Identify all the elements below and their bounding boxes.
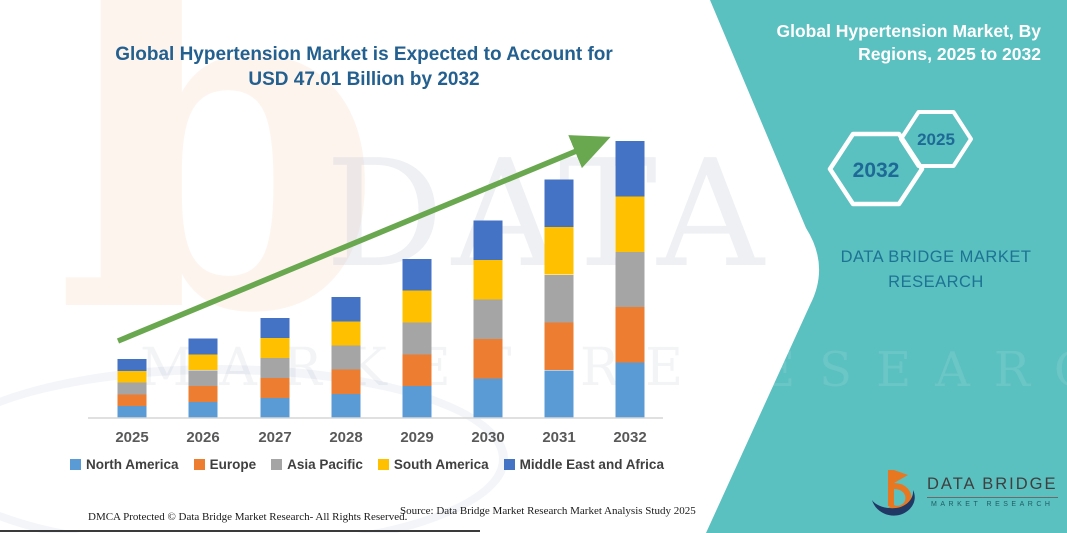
bar-segment-south-america-2026	[188, 354, 218, 371]
bar-segment-south-america-2032	[615, 196, 645, 252]
bar-segment-middle-east-and-africa-2031	[544, 179, 574, 227]
x-axis-label-2032: 2032	[613, 429, 646, 446]
legend-label: Asia Pacific	[287, 457, 363, 472]
x-axis-label-2029: 2029	[400, 429, 433, 446]
legend-label: North America	[86, 457, 179, 472]
legend-item-asia-pacific: Asia Pacific	[271, 457, 363, 472]
bar-segment-north-america-2026	[188, 402, 218, 418]
watermark-logo-letter: b	[55, 0, 384, 416]
bar-segment-asia-pacific-2029	[402, 322, 432, 355]
bar-segment-europe-2029	[402, 354, 432, 387]
legend-swatch	[70, 459, 82, 470]
bar-segment-middle-east-and-africa-2032	[615, 141, 645, 197]
hexagon-2025	[899, 110, 973, 168]
legend-label: South America	[393, 457, 489, 472]
bar-segment-europe-2028	[331, 369, 361, 394]
panel-brand-line1: DATA BRIDGE MARKET	[840, 248, 1032, 266]
bar-segment-europe-2030	[473, 339, 503, 379]
hexagon-2032-label: 2032	[853, 159, 900, 182]
hexagon-2025-label: 2025	[917, 130, 955, 149]
bar-segment-north-america-2029	[402, 386, 432, 418]
footer-divider-line	[0, 530, 480, 532]
legend-swatch	[377, 459, 389, 470]
brand-name: DATA BRIDGE	[927, 475, 1058, 498]
bar-segment-middle-east-and-africa-2025	[117, 359, 147, 371]
bar-segment-europe-2025	[117, 394, 147, 407]
legend-item-north-america: North America	[70, 457, 179, 472]
footer-copyright: DMCA Protected © Data Bridge Market Rese…	[88, 511, 408, 523]
bar-segment-asia-pacific-2028	[331, 345, 361, 370]
bar-segment-north-america-2025	[117, 406, 147, 418]
watermark-row-text-teal: RESEARCH	[700, 342, 1067, 398]
bar-segment-europe-2032	[615, 307, 645, 363]
legend-swatch	[271, 459, 283, 470]
bar-segment-south-america-2025	[117, 370, 147, 383]
bar-segment-middle-east-and-africa-2027	[260, 317, 290, 338]
panel-title: Global Hypertension Market, By Regions, …	[776, 21, 1041, 65]
x-axis-label-2031: 2031	[542, 429, 575, 446]
bar-segment-asia-pacific-2027	[260, 357, 290, 378]
x-axis-label-2030: 2030	[471, 429, 504, 446]
data-bridge-logo-icon	[872, 470, 915, 516]
stacked-bar-chart: 2025 2026 2027 2028 2029 2030 2031 2032	[88, 135, 663, 446]
bar-segment-asia-pacific-2032	[615, 251, 645, 308]
legend-swatch	[503, 459, 515, 470]
x-axis-label-2026: 2026	[186, 429, 219, 446]
x-axis-label-2028: 2028	[329, 429, 362, 446]
bar-segment-south-america-2029	[402, 290, 432, 323]
bar-segment-asia-pacific-2025	[117, 382, 147, 395]
bar-segment-asia-pacific-2026	[188, 370, 218, 387]
bar-segment-europe-2027	[260, 377, 290, 398]
bar-segment-north-america-2028	[331, 393, 361, 418]
bar-segment-europe-2026	[188, 386, 218, 403]
bar-segment-middle-east-and-africa-2028	[331, 297, 361, 322]
chart-legend: North America Europe Asia Pacific South Ame…	[58, 457, 676, 472]
legend-item-middle-east-and-africa: Middle East and Africa	[503, 457, 664, 472]
chart-title: Global Hypertension Market is Expected t…	[115, 44, 613, 91]
bar-segment-asia-pacific-2030	[473, 299, 503, 339]
hexagon-2032	[827, 131, 925, 207]
bar-segment-middle-east-and-africa-2030	[473, 220, 503, 261]
bar-segment-middle-east-and-africa-2029	[402, 258, 432, 291]
brand-text: DATA BRIDGE MARKET RESEARCH	[927, 466, 1058, 508]
brand-lockup: DATA BRIDGE MARKET RESEARCH	[868, 466, 1058, 518]
bar-segment-north-america-2027	[260, 398, 290, 418]
bar-segment-south-america-2031	[544, 227, 574, 275]
bar-segment-north-america-2030	[473, 378, 503, 418]
bar-series-group	[117, 141, 645, 418]
x-axis-labels: 2025 2026 2027 2028 2029 2030 2031 2032	[115, 429, 646, 446]
footer-source: Source: Data Bridge Market Research Mark…	[400, 505, 696, 517]
bar-segment-asia-pacific-2031	[544, 274, 574, 323]
bar-segment-north-america-2032	[615, 362, 645, 418]
watermark-swoosh-arc	[0, 365, 508, 533]
bar-segment-south-america-2030	[473, 260, 503, 300]
panel-brand-line2: RESEARCH	[888, 272, 984, 291]
x-axis-label-2025: 2025	[115, 429, 148, 446]
legend-label: Europe	[209, 457, 257, 472]
legend-label: Middle East and Africa	[519, 457, 664, 472]
legend-item-europe: Europe	[193, 457, 257, 472]
brand-tagline: MARKET RESEARCH	[931, 501, 1054, 508]
bar-segment-south-america-2027	[260, 337, 290, 358]
trend-arrow	[116, 135, 611, 344]
x-axis-label-2027: 2027	[258, 429, 291, 446]
hexagon-badges: 2032 2025	[827, 110, 973, 207]
legend-item-south-america: South America	[377, 457, 489, 472]
teal-panel-shape	[706, 0, 1067, 533]
bar-segment-europe-2031	[544, 322, 574, 371]
bar-segment-middle-east-and-africa-2026	[188, 338, 218, 355]
bar-segment-north-america-2031	[544, 370, 574, 418]
panel-brand-text: DATA BRIDGE MARKET RESEARCH	[822, 245, 1050, 295]
legend-swatch	[193, 459, 205, 470]
bar-segment-south-america-2028	[331, 321, 361, 346]
